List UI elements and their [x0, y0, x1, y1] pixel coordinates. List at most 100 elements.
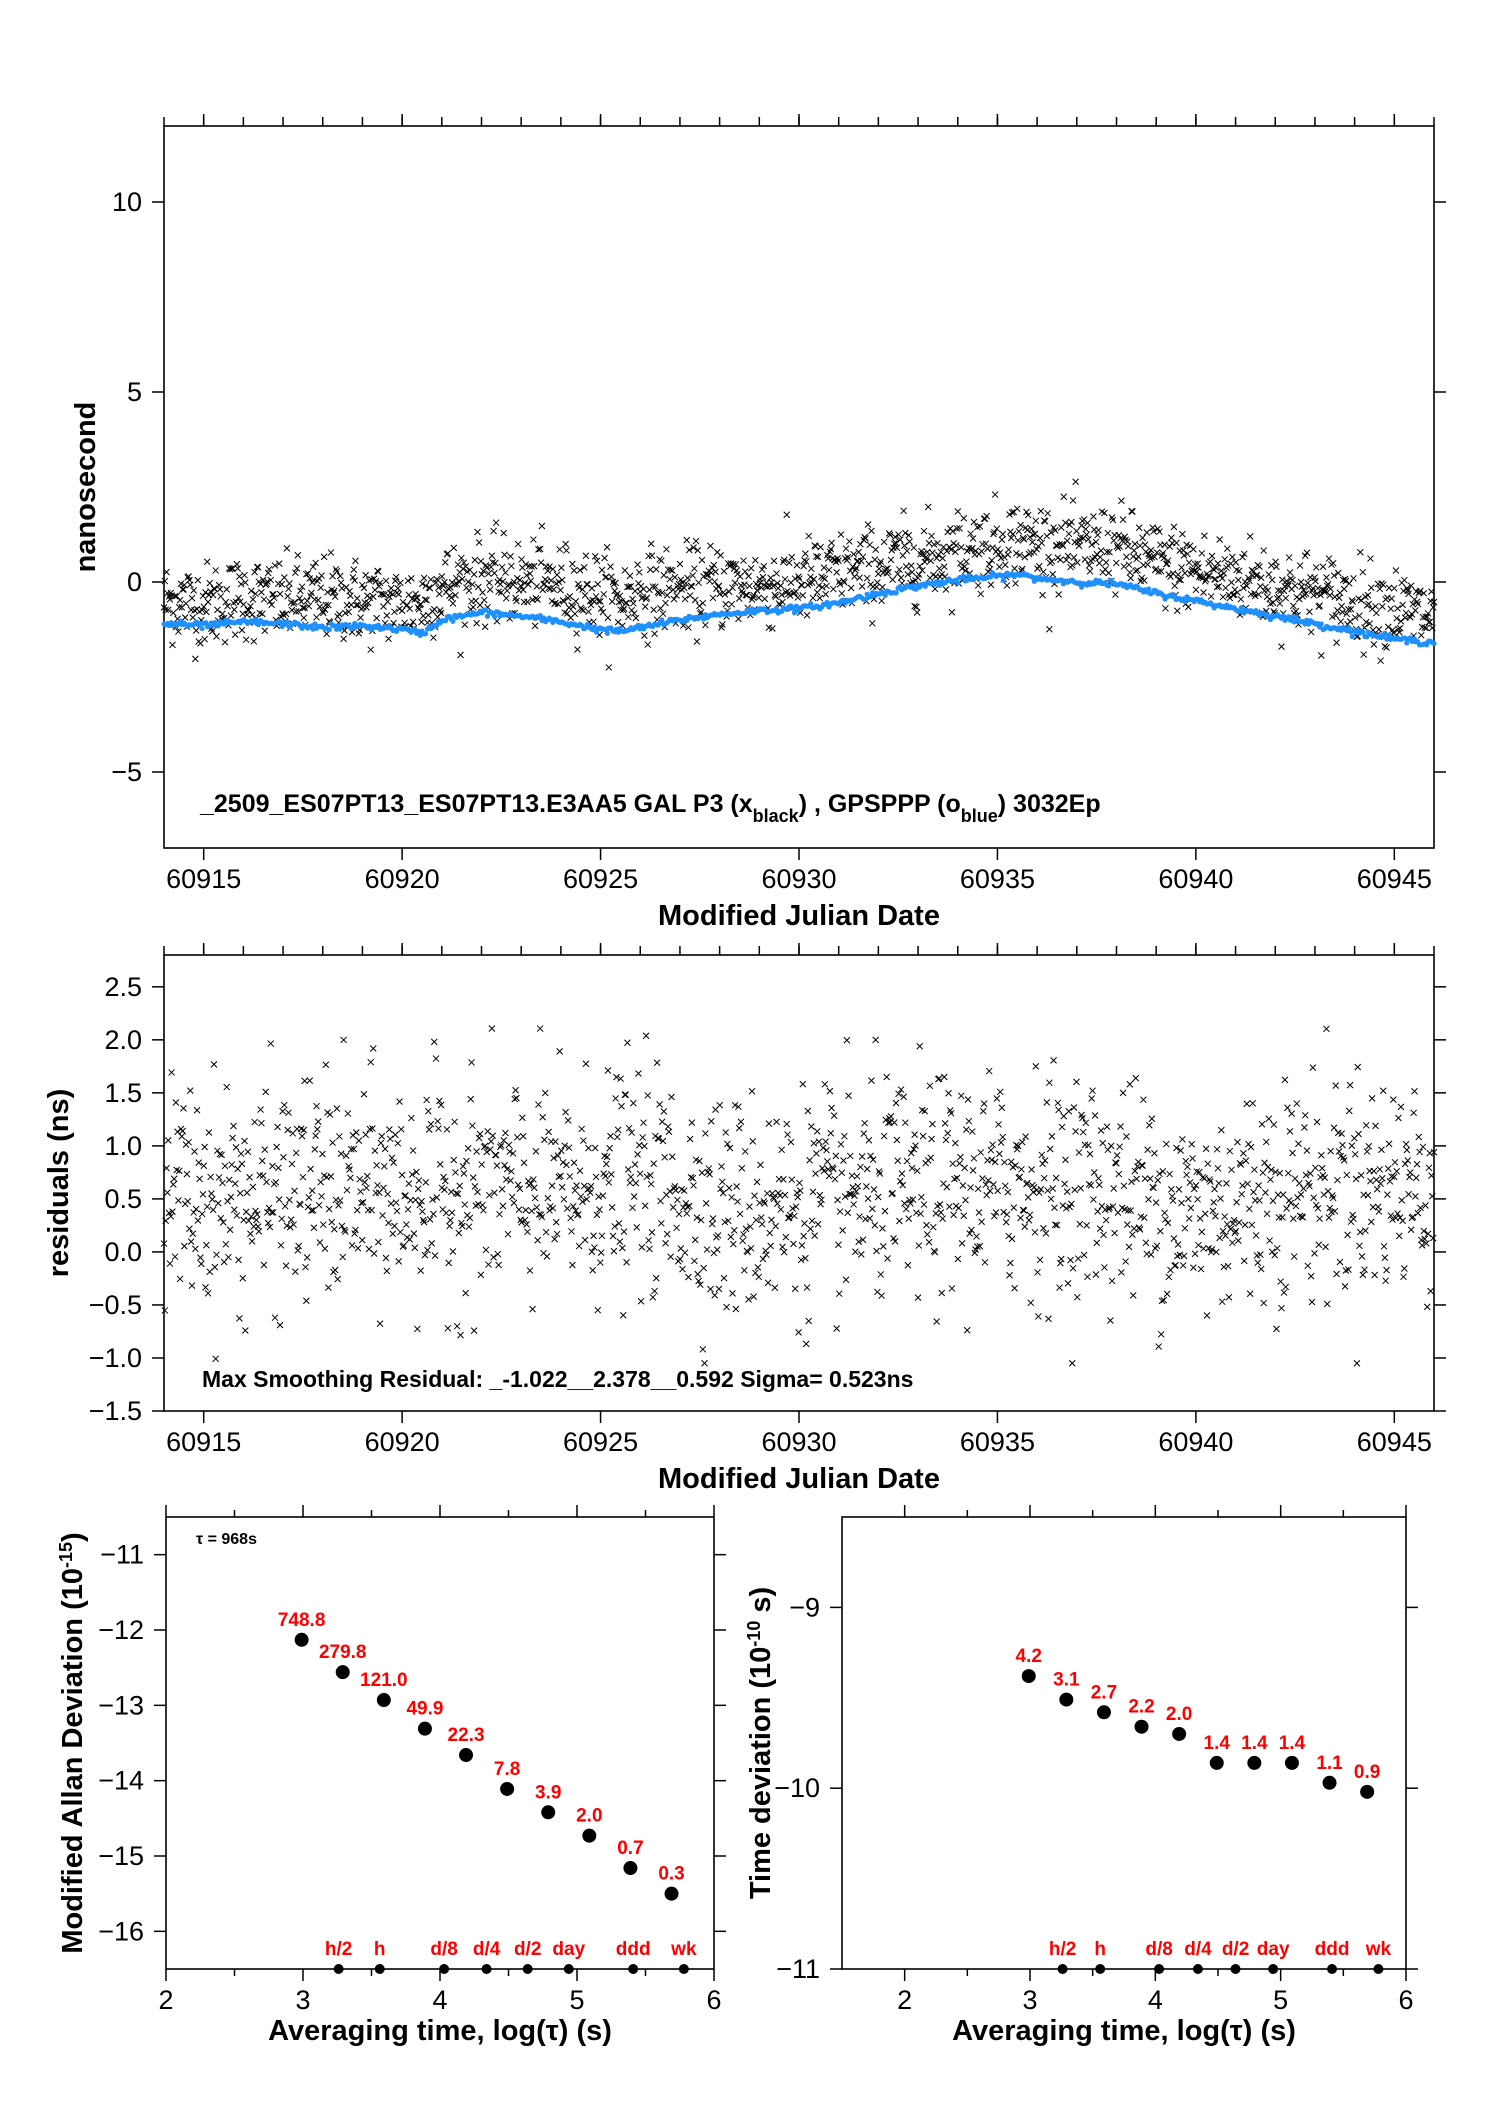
- residual-point: [161, 1307, 169, 1314]
- residual-point: [513, 1094, 520, 1102]
- gal-p3-point: [517, 582, 525, 590]
- residual-point: [1131, 1167, 1139, 1175]
- gal-p3-point: [721, 591, 729, 598]
- gal-p3-point: [1260, 547, 1268, 554]
- gal-p3-point: [868, 527, 875, 535]
- residual-point: [1311, 1250, 1318, 1257]
- residual-point: [1304, 1262, 1312, 1270]
- residual-point: [236, 1189, 244, 1197]
- mdev-x-tick-label: 5: [569, 1985, 584, 2015]
- gal-p3-point: [691, 596, 699, 604]
- gal-p3-point: [1116, 543, 1124, 550]
- residual-point: [1197, 1265, 1205, 1273]
- gal-p3-point: [666, 575, 674, 583]
- residual-point: [765, 1120, 773, 1127]
- residual-point: [283, 1222, 291, 1230]
- residual-point: [707, 1285, 714, 1293]
- residual-point: [757, 1214, 765, 1221]
- gal-p3-point: [718, 621, 726, 628]
- residual-point: [1041, 1157, 1049, 1164]
- residual-point: [199, 1191, 207, 1198]
- gal-p3-point: [813, 553, 820, 560]
- residual-point: [1395, 1114, 1402, 1122]
- residual-point: [237, 1150, 245, 1158]
- gal-p3-point: [203, 558, 211, 566]
- residual-point: [259, 1172, 267, 1180]
- residual-point: [393, 1207, 401, 1215]
- residual-point: [588, 1248, 596, 1256]
- gal-p3-point: [373, 614, 381, 622]
- residual-point: [1034, 1268, 1041, 1276]
- residual-point: [928, 1135, 935, 1143]
- residual-point: [331, 1266, 339, 1274]
- residual-point: [390, 1159, 397, 1167]
- gal-p3-point: [1345, 606, 1352, 613]
- gal-p3-point: [1175, 576, 1183, 583]
- residual-point: [856, 1213, 863, 1220]
- residual-point: [515, 1206, 523, 1213]
- residual-point: [284, 1126, 292, 1134]
- residual-point: [873, 1247, 880, 1255]
- gal-p3-point: [206, 579, 214, 587]
- residual-point: [1278, 1304, 1285, 1312]
- residual-point: [255, 1227, 263, 1235]
- gal-p3-point: [834, 555, 841, 562]
- residual-point: [1302, 1171, 1310, 1179]
- residual-point: [1001, 1158, 1008, 1166]
- gal-p3-point: [530, 536, 537, 543]
- residual-point: [496, 1210, 503, 1218]
- gal-p3-point: [885, 568, 892, 576]
- residual-point: [1004, 1188, 1012, 1196]
- residual-point: [1162, 1140, 1170, 1148]
- gal-p3-point: [717, 552, 724, 559]
- residuals-y-tick-label: 2.5: [104, 972, 142, 1002]
- residual-point: [893, 1136, 901, 1144]
- gal-p3-point: [1223, 545, 1231, 553]
- residual-point: [1151, 1149, 1158, 1157]
- residual-point: [300, 1126, 308, 1134]
- residual-point: [516, 1185, 524, 1193]
- gal-p3-point: [270, 594, 278, 602]
- residual-point: [1416, 1148, 1423, 1156]
- gal-p3-point: [868, 619, 876, 627]
- residual-point: [1136, 1226, 1144, 1233]
- gal-p3-point: [904, 571, 912, 578]
- gal-p3-point: [664, 566, 672, 573]
- gal-p3-point: [745, 572, 752, 580]
- gal-p3-point: [781, 575, 789, 583]
- residual-point: [386, 1126, 393, 1133]
- gal-p3-point: [189, 614, 197, 621]
- residual-point: [1252, 1232, 1260, 1239]
- gal-p3-point: [291, 569, 299, 577]
- residual-point: [811, 1232, 819, 1239]
- gal-p3-point: [230, 606, 238, 614]
- residual-point: [815, 1138, 823, 1145]
- gal-p3-point: [357, 614, 364, 621]
- residual-point: [321, 1245, 329, 1252]
- residual-point: [444, 1324, 452, 1332]
- gal-p3-point: [1077, 534, 1085, 541]
- residual-point: [1066, 1203, 1074, 1211]
- residual-point: [408, 1171, 416, 1178]
- gal-p3-point: [1273, 563, 1280, 571]
- gal-p3-point: [367, 646, 375, 654]
- gal-p3-point: [1173, 539, 1180, 547]
- gal-p3-point: [353, 594, 361, 602]
- gal-p3-point: [699, 599, 707, 607]
- residual-point: [699, 1345, 707, 1353]
- residual-point: [682, 1200, 690, 1207]
- mdev-interval-marker: [374, 1964, 385, 1974]
- residual-point: [306, 1077, 314, 1085]
- residual-point: [845, 1092, 852, 1100]
- residual-point: [1148, 1115, 1156, 1123]
- gal-p3-point: [1428, 624, 1436, 632]
- residual-point: [569, 1261, 576, 1269]
- gal-p3-point: [1246, 533, 1254, 540]
- residual-point: [1336, 1258, 1344, 1266]
- residual-point: [358, 1236, 366, 1244]
- residual-point: [271, 1314, 279, 1322]
- residual-point: [1024, 1194, 1032, 1201]
- gal-p3-point: [1256, 563, 1263, 570]
- residual-point: [603, 1153, 611, 1161]
- residual-point: [1068, 1359, 1076, 1367]
